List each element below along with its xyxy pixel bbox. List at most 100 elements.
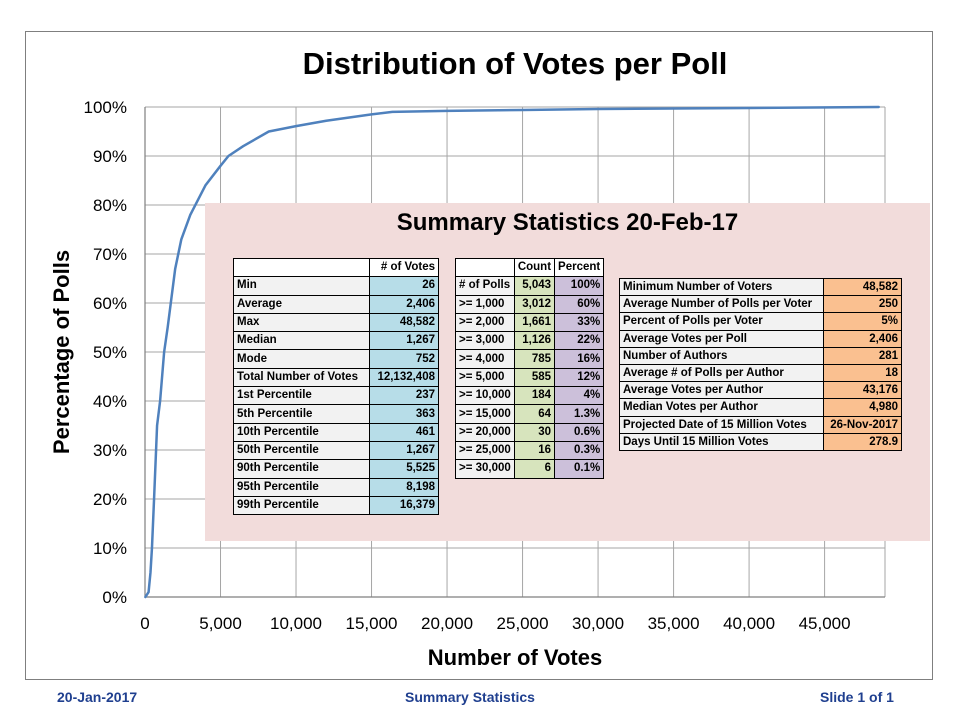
row-label: Mode [232, 349, 371, 369]
x-tick-label: 20,000 [421, 614, 473, 633]
row-label: >= 5,000 [455, 367, 515, 388]
table-row: Mode 752 [232, 349, 439, 369]
table-row: >= 3,000 1,126 22% [455, 331, 605, 351]
x-tick-label: 15,000 [346, 614, 398, 633]
row-percent: 60% [554, 294, 605, 314]
row-label: Days Until 15 Million Votes [618, 432, 825, 451]
row-label: Min [232, 276, 371, 296]
y-tick-label: 40% [93, 392, 127, 411]
row-label: Average # of Polls per Author [618, 363, 825, 383]
row-percent: 4% [554, 386, 605, 406]
y-tick-label: 80% [93, 196, 127, 215]
row-label: >= 30,000 [455, 459, 515, 479]
row-label: Max [232, 312, 371, 333]
row-label: # of Polls [455, 276, 515, 296]
footer-slide-number: Slide 1 of 1 [820, 689, 894, 705]
row-label: >= 4,000 [455, 349, 515, 369]
table-row: Days Until 15 Million Votes 278.9 [618, 432, 902, 451]
row-label: 99th Percentile [232, 495, 371, 516]
row-value: 281 [823, 346, 902, 365]
row-count: 585 [513, 367, 556, 388]
row-label: Percent of Polls per Voter [618, 312, 825, 331]
row-value: 5% [823, 312, 902, 331]
header-cell: # of Votes [369, 257, 439, 278]
votes-table: # of Votes Min 26 Average 2,406 Max 48,582 Medi… [232, 257, 439, 516]
row-label: Number of Authors [618, 346, 825, 365]
row-label: >= 3,000 [455, 331, 515, 351]
row-label: >= 2,000 [455, 312, 515, 333]
row-count: 3,012 [513, 294, 556, 314]
row-value: 4,980 [823, 398, 902, 417]
table-row: Max 48,582 [232, 312, 439, 333]
row-count: 1,661 [513, 312, 556, 333]
row-label: Average Number of Polls per Voter [618, 295, 825, 314]
summary-title: Summary Statistics 20-Feb-17 [396, 209, 739, 236]
row-value: 18 [823, 363, 902, 383]
x-tick-label: 0 [140, 614, 149, 633]
row-value: 16,379 [369, 495, 439, 516]
row-value: 48,582 [823, 277, 902, 297]
row-percent: 12% [554, 367, 605, 388]
row-percent: 1.3% [554, 404, 605, 424]
table-row: Median 1,267 [232, 331, 439, 351]
row-percent: 16% [554, 349, 605, 369]
x-tick-label: 35,000 [648, 614, 700, 633]
footer-date: 20-Jan-2017 [57, 689, 138, 705]
table-header-row: Count Percent [455, 257, 605, 278]
series-layer [144, 105, 880, 599]
row-label: Minimum Number of Voters [618, 277, 825, 297]
row-count: 6 [513, 459, 556, 479]
header-cell: Percent [554, 257, 605, 278]
y-tick-label: 10% [93, 539, 127, 558]
header-cell-empty [455, 257, 515, 278]
row-label: Median [232, 331, 371, 351]
row-label: Median Votes per Author [618, 398, 825, 417]
table-row: 95th Percentile 8,198 [232, 477, 439, 497]
table-row: >= 25,000 16 0.3% [455, 440, 605, 461]
row-count: 184 [513, 386, 556, 406]
y-tick-label: 60% [93, 294, 127, 313]
row-label: >= 1,000 [455, 294, 515, 314]
y-axis-ticks: 0% 10% 20% 30% 40% 50% 60% 70% 80% 90% 100% [84, 98, 127, 607]
row-label: 90th Percentile [232, 459, 371, 479]
x-axis-title: Number of Votes [427, 645, 603, 670]
series-line [144, 105, 880, 599]
header-cell: Count [513, 257, 556, 278]
row-label: 95th Percentile [232, 477, 371, 497]
polls-table: Count Percent # of Polls 5,043 100% >= 1,000 3… [455, 257, 605, 479]
row-percent: 0.1% [554, 459, 605, 479]
x-tick-label: 30,000 [572, 614, 624, 633]
table-row: Average 2,406 [232, 294, 439, 314]
voters-table: Minimum Number of Voters 48,582 Average Nu… [618, 277, 902, 451]
header-cell-empty [232, 257, 371, 278]
table-row: >= 1,000 3,012 60% [455, 294, 605, 314]
row-label: 10th Percentile [232, 422, 371, 442]
row-value: 752 [369, 349, 439, 369]
table-row: Average Number of Polls per Voter 250 [618, 295, 902, 314]
y-tick-label: 0% [102, 588, 127, 607]
row-percent: 33% [554, 312, 605, 333]
x-tick-label: 10,000 [270, 614, 322, 633]
row-label: >= 10,000 [455, 386, 515, 406]
table-row: >= 20,000 30 0.6% [455, 422, 605, 442]
table-row: Average Votes per Poll 2,406 [618, 329, 902, 348]
row-value: 2,406 [823, 329, 902, 348]
row-label: 50th Percentile [232, 440, 371, 461]
row-label: Projected Date of 15 Million Votes [618, 415, 825, 434]
row-value: 363 [369, 404, 439, 424]
y-axis-title: Percentage of Polls [49, 249, 74, 455]
table-row: # of Polls 5,043 100% [455, 276, 605, 296]
table-row: Average Votes per Author 43,176 [618, 381, 902, 400]
row-label: >= 20,000 [455, 422, 515, 442]
x-axis-ticks: 0 5,000 10,000 15,000 20,000 25,000 30,000 35,0… [140, 614, 850, 633]
table-row: Percent of Polls per Voter 5% [618, 312, 902, 331]
row-percent: 22% [554, 331, 605, 351]
row-value: 1,267 [369, 331, 439, 351]
row-value: 26-Nov-2017 [823, 415, 902, 434]
table-row: >= 4,000 785 16% [455, 349, 605, 369]
row-value: 48,582 [369, 312, 439, 333]
table-row: 50th Percentile 1,267 [232, 440, 439, 461]
x-tick-label: 5,000 [199, 614, 242, 633]
row-label: Average [232, 294, 371, 314]
table-row: >= 30,000 6 0.1% [455, 459, 605, 479]
